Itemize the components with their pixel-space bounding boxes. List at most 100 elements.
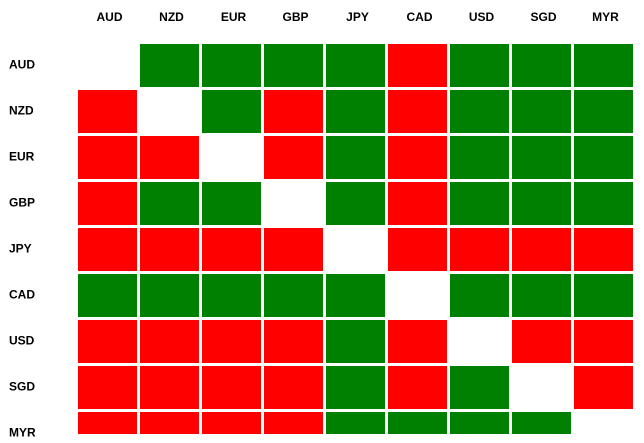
cell <box>450 366 509 409</box>
row-label: JPY <box>9 242 32 256</box>
cell <box>512 274 571 317</box>
cell <box>202 228 261 271</box>
cell <box>326 366 385 409</box>
cell <box>264 274 323 317</box>
cell <box>512 366 571 409</box>
row-label: EUR <box>9 150 35 164</box>
cell <box>140 274 199 317</box>
cell <box>388 228 447 271</box>
cell <box>512 412 571 434</box>
row-label: NZD <box>9 104 34 118</box>
cell <box>574 136 633 179</box>
cell <box>450 412 509 434</box>
cell <box>450 90 509 133</box>
column-label: USD <box>469 10 495 24</box>
cell <box>140 320 199 363</box>
cell <box>388 90 447 133</box>
column-label: NZD <box>159 10 184 24</box>
row-label: GBP <box>9 196 35 210</box>
cell <box>326 90 385 133</box>
cell <box>326 274 385 317</box>
cell <box>140 90 199 133</box>
cell <box>388 412 447 434</box>
cell <box>512 136 571 179</box>
cell <box>388 182 447 225</box>
cell <box>264 90 323 133</box>
cell <box>202 136 261 179</box>
cell <box>78 90 137 133</box>
cell <box>202 90 261 133</box>
cell <box>574 412 633 434</box>
cell <box>450 44 509 87</box>
column-label: EUR <box>221 10 247 24</box>
cell <box>512 44 571 87</box>
cell <box>574 90 633 133</box>
cell <box>140 182 199 225</box>
row-label: CAD <box>9 288 35 302</box>
cell <box>264 228 323 271</box>
cell <box>202 412 261 434</box>
cell <box>264 412 323 434</box>
cell <box>388 136 447 179</box>
column-label: AUD <box>97 10 123 24</box>
row-label: MYR <box>9 426 36 438</box>
row-label: USD <box>9 334 35 348</box>
cell <box>450 274 509 317</box>
cell <box>78 182 137 225</box>
cell <box>78 136 137 179</box>
cell <box>264 182 323 225</box>
cell <box>78 366 137 409</box>
cell <box>326 182 385 225</box>
cell <box>326 320 385 363</box>
cell <box>574 366 633 409</box>
cell <box>264 320 323 363</box>
cell <box>78 412 137 434</box>
cell <box>78 274 137 317</box>
cell <box>450 228 509 271</box>
column-label: MYR <box>592 10 619 24</box>
cell <box>450 136 509 179</box>
cell <box>202 274 261 317</box>
cell <box>574 320 633 363</box>
cell <box>388 274 447 317</box>
row-label: SGD <box>9 380 35 394</box>
cell <box>78 228 137 271</box>
cell <box>140 136 199 179</box>
cell <box>140 44 199 87</box>
column-label: JPY <box>346 10 369 24</box>
cell <box>264 136 323 179</box>
cell <box>326 228 385 271</box>
cell <box>202 366 261 409</box>
cell <box>574 44 633 87</box>
cell <box>388 44 447 87</box>
cell <box>140 228 199 271</box>
cell <box>512 320 571 363</box>
cell <box>264 44 323 87</box>
cell <box>388 366 447 409</box>
cell <box>574 182 633 225</box>
cell <box>512 228 571 271</box>
cell <box>78 320 137 363</box>
cell <box>512 182 571 225</box>
column-label: SGD <box>530 10 556 24</box>
cell <box>140 366 199 409</box>
column-label: CAD <box>407 10 433 24</box>
cell <box>574 274 633 317</box>
row-label: AUD <box>9 58 35 72</box>
cell <box>388 320 447 363</box>
cell <box>574 228 633 271</box>
cell <box>78 44 137 87</box>
cell <box>450 182 509 225</box>
cell <box>202 320 261 363</box>
cell <box>140 412 199 434</box>
cell <box>450 320 509 363</box>
cell <box>264 366 323 409</box>
cell <box>326 412 385 434</box>
cell <box>326 136 385 179</box>
cell <box>326 44 385 87</box>
cell <box>512 90 571 133</box>
column-label: GBP <box>282 10 308 24</box>
cell <box>202 182 261 225</box>
